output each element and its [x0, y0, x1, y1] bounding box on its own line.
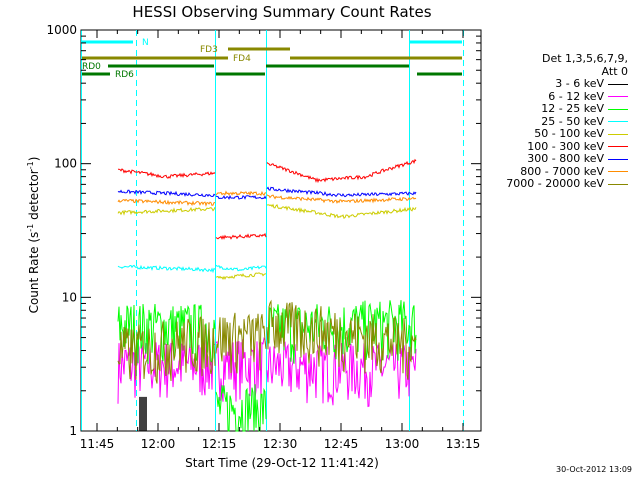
y-tick-label-1: 10 — [62, 290, 77, 304]
flag-label-fd3: FD3 — [200, 45, 218, 55]
x-axis-label: Start Time (29-Oct-12 11:41:42) — [185, 456, 379, 470]
legend-swatch — [608, 183, 628, 185]
legend-swatch — [608, 96, 628, 98]
legend-entry: 300 - 800 keV — [476, 152, 628, 166]
series-trace-5-seg-1 — [215, 232, 267, 240]
series-trace-6-seg-1 — [215, 194, 267, 200]
legend-entry-label: 7000 - 20000 keV — [506, 177, 604, 190]
legend-entry: 800 - 7000 keV — [476, 164, 628, 179]
legend-swatch — [608, 83, 628, 85]
legend-entry-label: 25 - 50 keV — [541, 114, 604, 128]
legend-swatch — [608, 146, 628, 148]
legend-entry-label: 3 - 6 keV — [555, 77, 604, 90]
footer-date: 30-Oct-2012 13:09 — [556, 465, 632, 474]
y-tick-label-0: 1 — [69, 424, 77, 438]
legend-swatch — [608, 121, 628, 123]
legend-entry-label: 800 - 7000 keV — [520, 164, 604, 178]
legend-entry: 3 - 6 keV — [476, 77, 628, 91]
series-trace-2-seg-2 — [266, 300, 417, 364]
legend-entry: 100 - 300 keV — [476, 139, 628, 154]
x-axis-ticks: 11:45 12:00 12:15 12:30 12:45 13:00 13:15 — [80, 30, 481, 451]
chart-title: HESSI Observing Summary Count Rates — [132, 3, 431, 21]
legend-entry: 25 - 50 keV — [476, 114, 628, 129]
x-tick-label-0: 11:45 — [80, 437, 115, 451]
series-trace-5-seg-0 — [117, 168, 216, 179]
series-trace-2-seg-1 — [215, 384, 267, 432]
legend-swatch — [608, 171, 628, 173]
legend-entries: 3 - 6 keV 6 - 12 keV 12 - 25 keV 25 - 50 ke… — [476, 77, 628, 191]
legend-entry-label: 50 - 100 keV — [534, 127, 604, 140]
series-trace-8-seg-2 — [266, 299, 417, 380]
series-group — [117, 158, 417, 432]
series-trace-3-seg-1 — [215, 264, 267, 272]
series-trace-4-seg-0 — [117, 206, 216, 216]
x-tick-label-3: 12:30 — [263, 437, 298, 451]
series-trace-7-seg-0 — [117, 198, 216, 207]
observing-flags: N FD3 FD4 RD0 RD6 — [81, 30, 464, 431]
series-trace-8-seg-0 — [117, 315, 216, 384]
y-tick-label-3: 1000 — [46, 23, 77, 37]
series-trace-7-seg-1 — [215, 190, 267, 197]
flag-label-rd0: RD0 — [82, 62, 101, 72]
series-trace-5-seg-2 — [266, 158, 417, 184]
flag-label-fd4: FD4 — [233, 54, 251, 64]
legend-entry-label: 300 - 800 keV — [527, 152, 604, 165]
y-axis-label: Count Rate (s-1 detector-1) — [26, 157, 41, 314]
series-trace-4-seg-1 — [215, 272, 267, 280]
x-tick-label-1: 12:00 — [141, 437, 176, 451]
legend: Det 1,3,5,6,7,9, Att 0 3 - 6 keV 6 - 12 k… — [476, 52, 628, 191]
series-trace-6-seg-2 — [266, 186, 417, 198]
flag-label-n: N — [142, 38, 149, 48]
series-trace-1-seg-1 — [215, 337, 267, 402]
series-trace-3-seg-0 — [117, 264, 216, 274]
legend-swatch — [608, 108, 628, 110]
flag-label-rd6: RD6 — [115, 70, 134, 80]
legend-entry: 6 - 12 keV — [476, 89, 628, 104]
y-axis-ticks: 1 10 100 1000 — [46, 23, 481, 438]
legend-header-detectors: Det 1,3,5,6,7,9, — [541, 52, 628, 65]
y-tick-label-2: 100 — [54, 157, 77, 171]
legend-entry-label: 6 - 12 keV — [548, 89, 604, 103]
legend-entry: 12 - 25 keV — [476, 102, 628, 116]
series-trace-2-seg-0 — [117, 303, 216, 366]
series-trace-8-seg-1 — [215, 312, 267, 374]
legend-header-attenuator: Att 0 — [601, 65, 628, 78]
legend-swatch — [608, 133, 628, 135]
x-tick-label-2: 12:15 — [202, 437, 237, 451]
series-trace-4-seg-2 — [266, 203, 417, 219]
series-trace-7-seg-2 — [266, 194, 417, 204]
legend-entry-label: 12 - 25 keV — [541, 102, 604, 115]
x-tick-label-4: 12:45 — [324, 437, 359, 451]
legend-swatch — [608, 158, 628, 160]
x-tick-label-5: 13:00 — [385, 437, 420, 451]
x-tick-label-6: 13:15 — [446, 437, 481, 451]
legend-entry: 7000 - 20000 keV — [476, 177, 628, 191]
legend-entry: 50 - 100 keV — [476, 127, 628, 141]
series-trace-6-seg-0 — [117, 189, 216, 198]
legend-entry-label: 100 - 300 keV — [527, 139, 604, 153]
